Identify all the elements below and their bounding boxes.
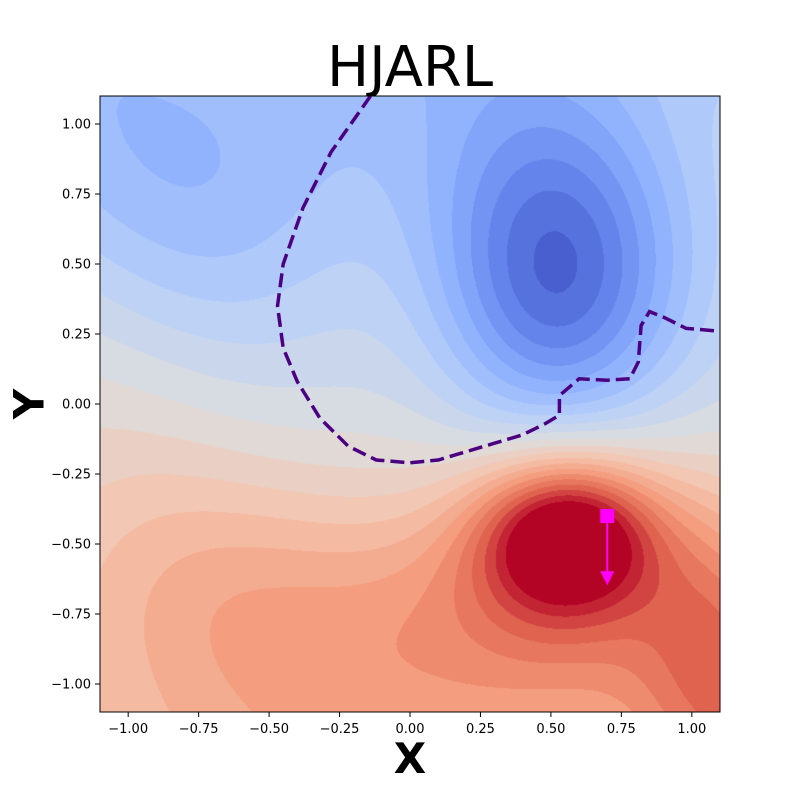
y-tick-label: −1.00 (51, 678, 91, 693)
y-tick-label: −0.75 (51, 608, 91, 623)
x-tick-label: 0.75 (607, 722, 636, 737)
y-tick-label: 0.75 (62, 188, 91, 203)
chart-title: HJARL (327, 35, 493, 100)
boundary-curve (275, 96, 720, 465)
marker-square (600, 509, 615, 523)
y-axis: −1.00 −0.75 −0.50 −0.25 0.00 0.25 0.50 0.75 1.00 (51, 118, 100, 693)
x-tick-label: −1.00 (108, 722, 148, 737)
x-tick-label: 0.00 (396, 722, 425, 737)
x-tick-label: −0.25 (320, 722, 360, 737)
x-tick-label: 0.50 (536, 722, 565, 737)
contour-field (100, 96, 720, 712)
y-tick-label: −0.25 (51, 468, 91, 483)
y-tick-label: 0.00 (62, 398, 91, 413)
marker-arrow-head (600, 571, 615, 586)
y-tick-label: 0.50 (62, 258, 91, 273)
x-axis: −1.00 −0.75 −0.50 −0.25 0.00 0.25 0.50 0.75 1.00 (108, 712, 706, 737)
overlay-layer (275, 96, 720, 586)
y-tick-label: −0.50 (51, 538, 91, 553)
y-tick-label: 0.25 (62, 328, 91, 343)
y-axis-label: Y (5, 388, 54, 420)
x-tick-label: 0.25 (466, 722, 495, 737)
x-tick-label: 1.00 (677, 722, 706, 737)
y-tick-label: 1.00 (62, 118, 91, 133)
x-tick-label: −0.50 (249, 722, 289, 737)
x-axis-label: X (394, 734, 426, 783)
x-tick-label: −0.75 (179, 722, 219, 737)
plot-area (99, 95, 721, 713)
